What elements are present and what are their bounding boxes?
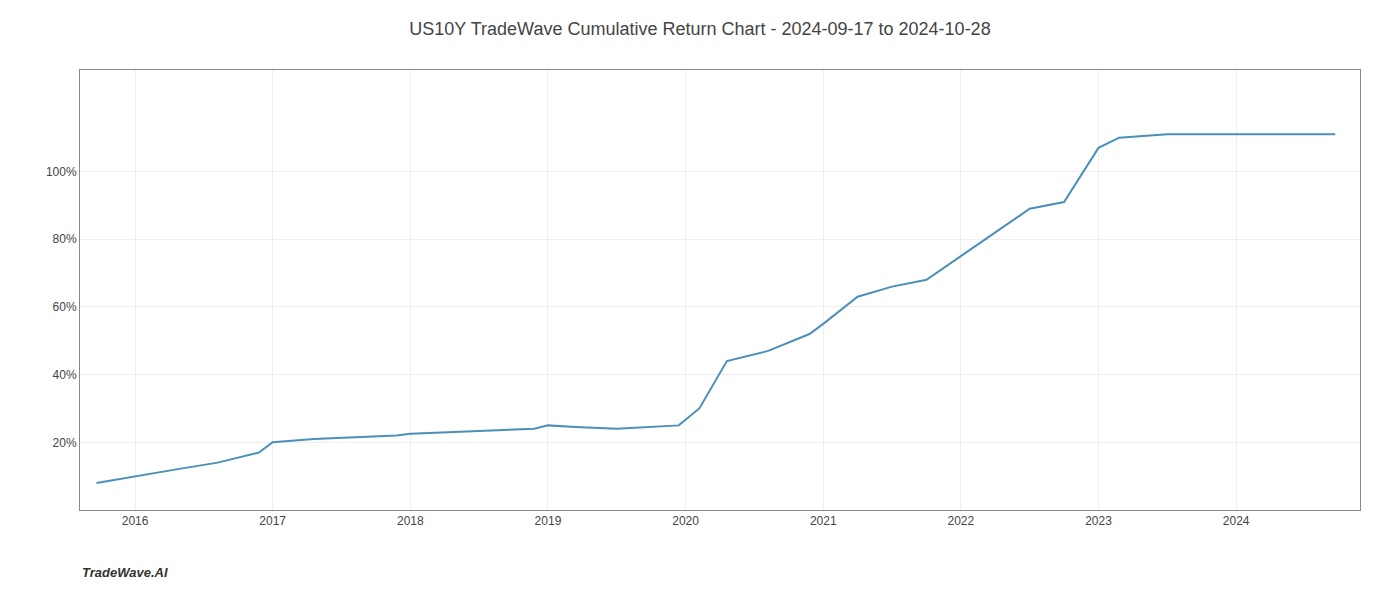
svg-text:60%: 60% [53, 300, 77, 314]
svg-text:2022: 2022 [948, 514, 975, 528]
svg-text:2016: 2016 [122, 514, 149, 528]
svg-text:40%: 40% [53, 368, 77, 382]
svg-text:2024: 2024 [1223, 514, 1250, 528]
svg-text:2018: 2018 [397, 514, 424, 528]
svg-text:2021: 2021 [810, 514, 837, 528]
svg-text:80%: 80% [53, 232, 77, 246]
svg-text:US10Y TradeWave Cumulative Ret: US10Y TradeWave Cumulative Return Chart … [409, 19, 990, 39]
svg-text:2019: 2019 [535, 514, 562, 528]
svg-text:2023: 2023 [1085, 514, 1112, 528]
svg-text:100%: 100% [46, 165, 77, 179]
svg-text:20%: 20% [53, 436, 77, 450]
svg-text:2017: 2017 [259, 514, 286, 528]
svg-text:TradeWave.AI: TradeWave.AI [82, 565, 168, 580]
svg-text:2020: 2020 [672, 514, 699, 528]
